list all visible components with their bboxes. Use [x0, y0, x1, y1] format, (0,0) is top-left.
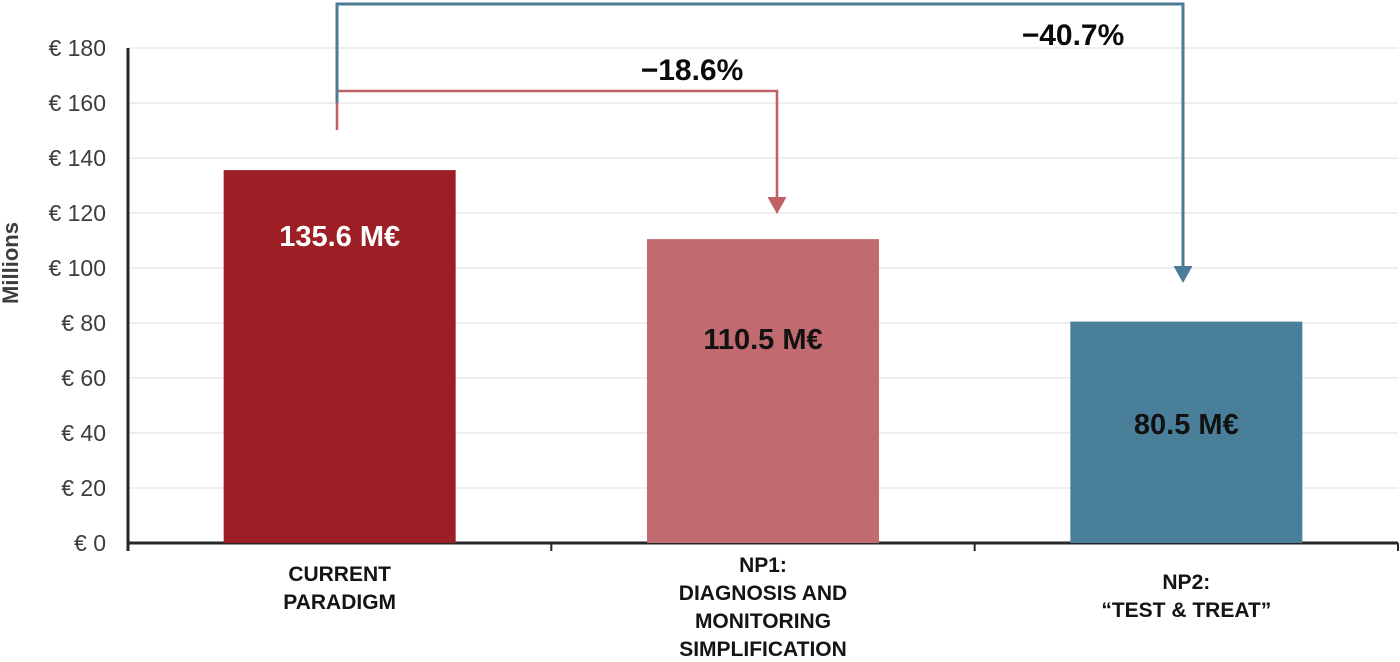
- reduction-pct-label: −40.7%: [1021, 19, 1125, 52]
- y-tick-label: € 140: [48, 145, 106, 171]
- bar-value-label: 80.5 M€: [1133, 408, 1239, 441]
- bar-np2: [1070, 321, 1303, 543]
- reduction-arrow-line-2: [335, 2, 1185, 267]
- y-tick-label: € 180: [48, 35, 106, 61]
- arrowhead-icon: [767, 197, 787, 214]
- bar-np1: [647, 239, 879, 543]
- category-label-line: DIAGNOSIS AND: [678, 582, 848, 605]
- category-label-line: NP2:: [1162, 571, 1211, 594]
- category-label-np2: NP2: “TEST & TREAT”: [974, 569, 1398, 625]
- bar-value-label: 110.5 M€: [703, 324, 823, 357]
- category-label-line: NP1:: [739, 554, 787, 577]
- bars: [223, 170, 1303, 543]
- arrowhead-icon: [1173, 266, 1193, 283]
- category-label-line: “TEST & TREAT”: [1101, 599, 1272, 622]
- category-label-np1: NP1: DIAGNOSIS AND MONITORING SIMPLIFICATIO…: [551, 552, 975, 662]
- category-label-line: PARADIGM: [283, 591, 397, 614]
- y-tick-label: € 40: [61, 420, 106, 446]
- bar-value-label: 135.6 M€: [279, 221, 401, 254]
- y-tick-label: € 160: [48, 90, 106, 116]
- category-label-line: CURRENT: [288, 563, 391, 586]
- y-tick-label: € 100: [48, 255, 106, 281]
- reduction-pct-label: −18.6%: [640, 54, 744, 87]
- y-tick-label: € 20: [61, 475, 106, 501]
- bar-current-paradigm: [223, 170, 456, 543]
- category-label-current-paradigm: CURRENT PARADIGM: [128, 561, 552, 617]
- y-tick-label: € 80: [61, 310, 106, 336]
- y-tick-label: € 0: [74, 530, 106, 556]
- reduction-arrow-line-1: [335, 89, 779, 198]
- y-tick-label: € 60: [61, 365, 106, 391]
- reduction-arrows: [335, 2, 1193, 283]
- y-tick-label: € 120: [48, 200, 106, 226]
- category-label-line: MONITORING: [694, 610, 832, 633]
- category-label-line: SIMPLIFICATION: [679, 638, 847, 661]
